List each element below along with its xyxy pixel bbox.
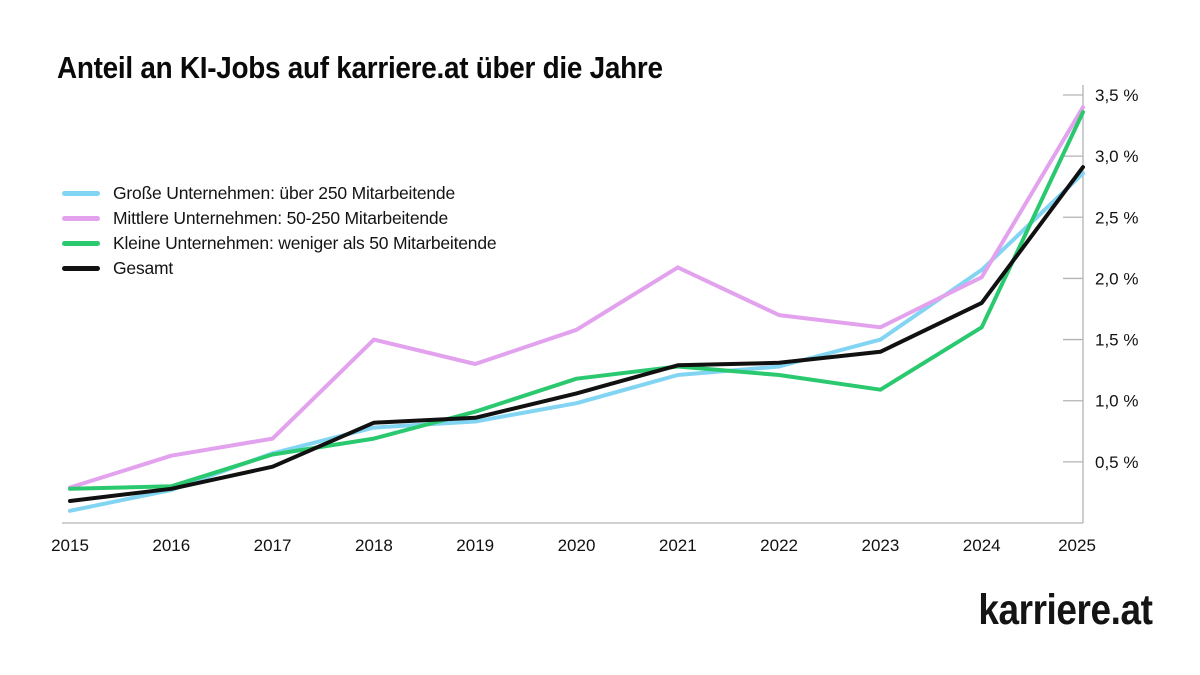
legend-item-mittlere-unternehmen: Mittlere Unternehmen: 50-250 Mitarbeiten… (62, 206, 496, 231)
legend-swatch-grosse-unternehmen (62, 191, 100, 196)
series-line-mittlere (68, 105, 1085, 490)
legend-item-kleine-unternehmen: Kleine Unternehmen: weniger als 50 Mitar… (62, 231, 497, 256)
y-tick-label: 1,5 % (1095, 331, 1138, 350)
x-tick-label: 2023 (861, 536, 899, 555)
karriere-at-logo: karriere.at (977, 586, 1153, 634)
y-tick-label: 3,0 % (1095, 147, 1138, 166)
legend-swatch-gesamt (62, 266, 100, 271)
legend-label: Mittlere Unternehmen: 50-250 Mitarbeiten… (113, 208, 448, 228)
legend-label: Kleine Unternehmen: weniger als 50 Mitar… (113, 233, 497, 253)
chart-legend: Große Unternehmen: über 250 Mitarbeitend… (62, 181, 497, 281)
legend-label: Gesamt (113, 258, 174, 278)
x-tick-label: 2021 (659, 536, 697, 555)
x-tick-label: 2019 (456, 536, 494, 555)
legend-swatch-mittlere-unternehmen (62, 216, 100, 221)
legend-label: Große Unternehmen: über 250 Mitarbeitend… (113, 183, 455, 203)
y-tick-label: 2,5 % (1095, 208, 1138, 227)
x-tick-label: 2020 (558, 536, 596, 555)
y-tick-label: 2,0 % (1095, 269, 1138, 288)
y-tick-label: 0,5 % (1095, 453, 1138, 472)
x-tick-label: 2017 (254, 536, 292, 555)
chart-title: Anteil an KI-Jobs auf karriere.at über d… (57, 50, 663, 85)
legend-item-gesamt: Gesamt (62, 256, 496, 281)
x-tick-label: 2025 (1058, 536, 1096, 555)
y-tick-label: 1,0 % (1095, 392, 1138, 411)
x-tick-label: 2018 (355, 536, 393, 555)
x-tick-label: 2024 (963, 536, 1001, 555)
legend-item-grosse-unternehmen: Große Unternehmen: über 250 Mitarbeitend… (62, 181, 496, 206)
y-tick-label: 3,5 % (1095, 86, 1138, 105)
x-tick-label: 2022 (760, 536, 798, 555)
series-line-gesamt (68, 165, 1085, 503)
series-line-kleine (68, 110, 1085, 491)
x-tick-label: 2016 (152, 536, 190, 555)
legend-swatch-kleine-unternehmen (62, 241, 100, 246)
series-line-groe (68, 171, 1085, 513)
x-tick-label: 2015 (51, 536, 89, 555)
